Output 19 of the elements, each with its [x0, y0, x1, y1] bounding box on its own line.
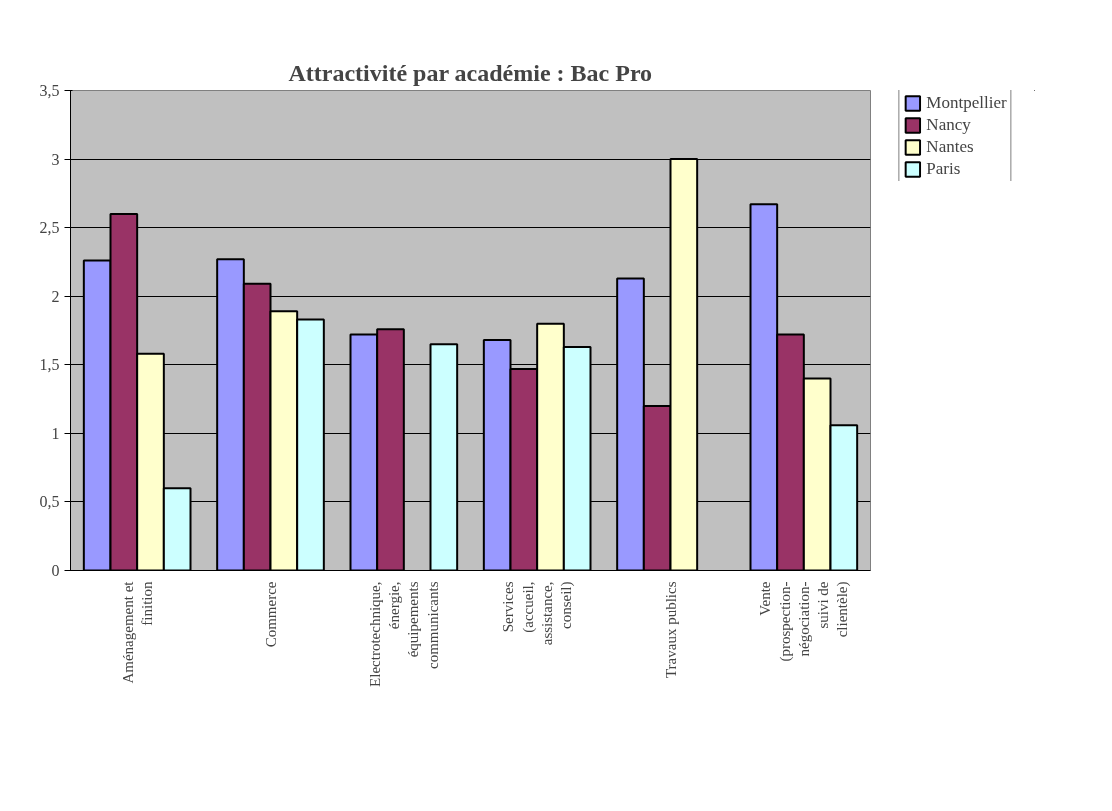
legend-label: Nancy: [926, 114, 971, 135]
x-tick-label: Vente (prospection-négociation-suivi de clientèle): [757, 581, 852, 662]
y-tick-label: 1: [51, 424, 60, 442]
x-tick-label: Commerce: [262, 581, 279, 648]
legend-label: Paris: [926, 158, 961, 179]
x-tick-label: Electrotechnique, énergie, équipements communicants: [367, 581, 441, 687]
y-tick-label: 2,5: [39, 219, 60, 237]
x-tick-label: Services (accueil, assistance, conseil): [500, 581, 575, 646]
y-tick-label: 3,5: [39, 82, 60, 99]
y-tick-label: 0,5: [39, 493, 60, 511]
y-tick-label: 3: [51, 150, 60, 168]
y-tick-label: 0: [51, 562, 60, 579]
legend-label: Montpellier: [926, 92, 1007, 113]
chart-title: Attractivité par académie : Bac Pro: [288, 59, 653, 86]
x-tick-label: Travaux publics: [662, 581, 679, 679]
y-tick-label: 2: [51, 287, 60, 305]
legend-label: Nantes: [926, 136, 974, 157]
x-tick-label: Aménagement et finition: [119, 580, 155, 684]
y-tick-label: 1,5: [39, 356, 60, 374]
